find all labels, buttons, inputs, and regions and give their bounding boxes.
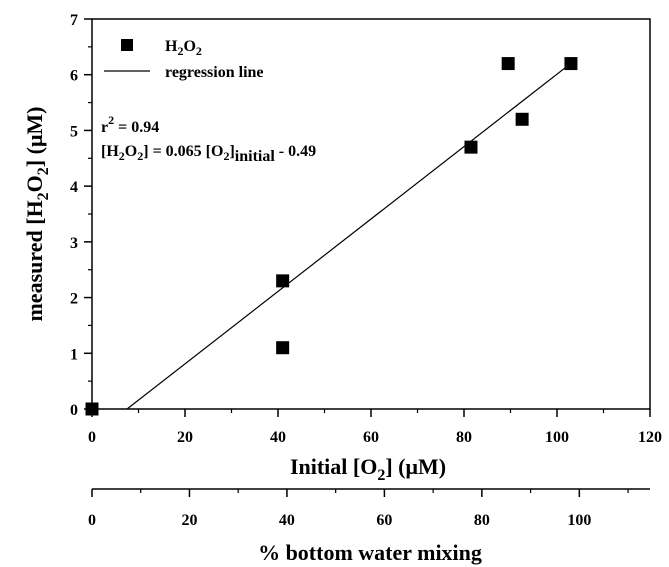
data-point (464, 140, 478, 154)
data-point (276, 274, 290, 288)
secondary-tick-label: 60 (376, 512, 392, 529)
secondary-tick-label: 0 (88, 512, 96, 529)
data-point (515, 112, 529, 126)
x-tick-label: 40 (270, 429, 286, 446)
secondary-tick-label: 20 (181, 512, 197, 529)
x-tick-label: 20 (177, 429, 193, 446)
x-tick-labels: 0 20 40 60 80 100 120 (88, 429, 662, 446)
data-points (85, 57, 578, 416)
y-tick-labels: 0 1 2 3 4 5 6 7 (70, 12, 78, 419)
legend-label-h2o2: H2O2 (165, 38, 202, 58)
data-point (85, 402, 99, 416)
regression-line (126, 62, 572, 410)
regression-equation: [H2O2] = 0.065 [O2]initial - 0.49 (101, 143, 316, 165)
legend-label-regression: regression line (165, 64, 264, 81)
secondary-axis-tick-labels: 0 20 40 60 80 100 (88, 512, 591, 529)
x-tick-label: 120 (638, 429, 662, 446)
legend-marker-h2o2 (121, 39, 133, 51)
y-tick-label: 6 (70, 68, 78, 85)
y-tick-label: 1 (70, 346, 78, 363)
secondary-tick-label: 80 (474, 512, 490, 529)
secondary-tick-label: 40 (279, 512, 295, 529)
legend: H2O2 regression line (104, 38, 264, 81)
data-point (276, 341, 290, 355)
x-tick-label: 100 (545, 429, 569, 446)
y-tick-label: 3 (70, 235, 78, 252)
secondary-axis-label: % bottom water mixing (258, 540, 482, 565)
y-tick-label: 0 (70, 402, 78, 419)
y-tick-label: 7 (70, 12, 78, 29)
data-point (564, 57, 578, 71)
y-tick-label: 2 (70, 291, 78, 308)
y-tick-label: 4 (70, 179, 78, 196)
regression-line-group (126, 62, 572, 410)
x-tick-label: 0 (88, 429, 96, 446)
x-tick-label: 80 (456, 429, 472, 446)
y-tick-label: 5 (70, 123, 78, 140)
data-point (501, 57, 515, 71)
r-squared-annotation: r2 = 0.94 (101, 113, 159, 136)
secondary-axis-ticks (91, 489, 629, 497)
axis-ticks (84, 18, 651, 417)
secondary-tick-label: 100 (567, 512, 591, 529)
x-tick-label: 60 (363, 429, 379, 446)
x-axis-label: Initial [O2] (μM) (290, 454, 446, 484)
y-axis-label: measured [H2O2] (μM) (22, 106, 52, 321)
